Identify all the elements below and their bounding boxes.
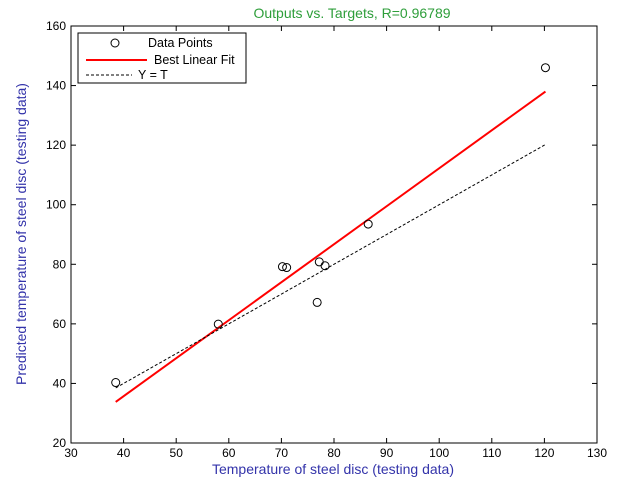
- x-tick-label: 60: [222, 446, 236, 460]
- x-tick-label: 80: [327, 446, 341, 460]
- y-tick-label: 140: [46, 79, 66, 93]
- x-tick-label: 70: [275, 446, 289, 460]
- data-point: [320, 261, 330, 271]
- series-line-y-t: [115, 144, 546, 389]
- x-tick-label: 110: [482, 446, 501, 460]
- data-point: [312, 297, 322, 307]
- y-tick-label: 120: [46, 138, 66, 152]
- legend-label-y-equals-t: Y = T: [138, 68, 168, 82]
- data-point: [111, 378, 121, 388]
- data-point: [213, 319, 223, 329]
- legend-label-data-points: Data Points: [148, 36, 213, 50]
- series-line-best-linear-fit: [115, 90, 547, 403]
- y-tick-label: 80: [53, 257, 67, 271]
- y-tick-label: 60: [53, 317, 67, 331]
- plot-area: [70, 25, 598, 444]
- y-tick-label: 100: [46, 198, 66, 212]
- y-tick-label: 40: [53, 376, 67, 390]
- x-tick-label: 40: [117, 446, 131, 460]
- x-tick-label: 130: [587, 446, 607, 460]
- axis-ticks: 30 40 50 60 70 80 90 100 110 120 130 20 40 60 80 100 120…: [46, 19, 607, 460]
- data-point: [363, 219, 373, 229]
- legend-label-best-linear-fit: Best Linear Fit: [154, 53, 235, 67]
- x-tick-label: 30: [64, 446, 78, 460]
- x-tick-label: 120: [534, 446, 554, 460]
- x-axis-label: Temperature of steel disc (testing data): [212, 461, 454, 477]
- x-tick-label: 50: [170, 446, 184, 460]
- data-point: [540, 63, 550, 73]
- x-tick-label: 100: [429, 446, 449, 460]
- data-point: [277, 262, 287, 272]
- series-lines: [115, 90, 547, 403]
- y-tick-label: 20: [53, 436, 67, 450]
- data-points: [111, 63, 550, 388]
- y-axis-label: Predicted temperature of steel disc (tes…: [13, 83, 29, 385]
- x-tick-label: 90: [380, 446, 394, 460]
- chart-title: Outputs vs. Targets, R=0.96789: [253, 5, 450, 21]
- data-point: [282, 263, 292, 273]
- legend: Data Points Best Linear Fit Y = T: [77, 32, 247, 84]
- y-tick-label: 160: [46, 19, 66, 33]
- legend-marker-data-points: [110, 38, 120, 48]
